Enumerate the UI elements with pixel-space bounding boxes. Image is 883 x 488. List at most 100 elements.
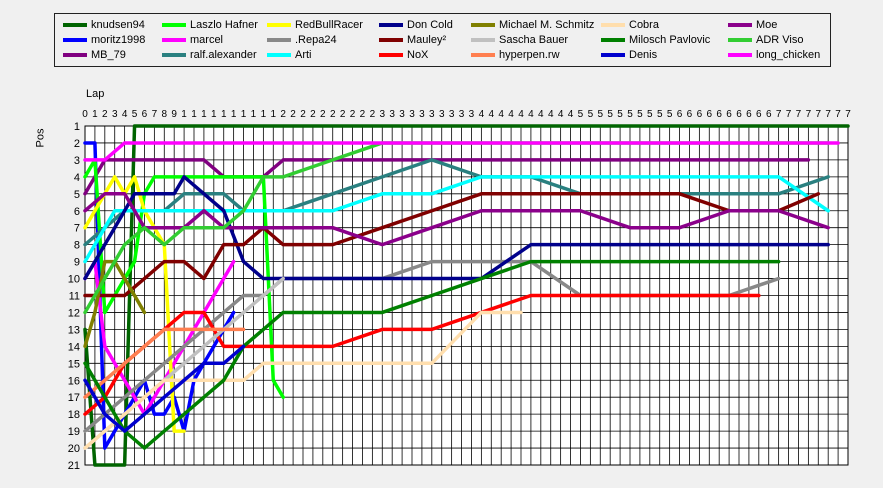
y-tick-label: 6	[74, 206, 80, 218]
x-tick-label: 4	[498, 109, 504, 120]
legend-label: Cobra	[629, 19, 659, 31]
x-tick-label: 6	[716, 109, 722, 120]
legend-label: MB_79	[91, 49, 126, 61]
x-tick-label: 2	[360, 109, 366, 120]
x-tick-label: 6	[142, 109, 148, 120]
y-tick-label: 5	[74, 189, 80, 201]
legend-label: Denis	[629, 49, 658, 61]
x-tick-label: 6	[746, 109, 752, 120]
y-tick-label: 1	[74, 121, 80, 133]
x-tick-label: 7	[845, 109, 851, 120]
x-tick-label: 6	[756, 109, 762, 120]
legend-label: ADR Viso	[756, 34, 804, 46]
x-tick-label: 5	[647, 109, 653, 120]
x-tick-label: 9	[171, 109, 177, 120]
y-tick-label: 2	[74, 138, 80, 150]
x-tick-label: 6	[677, 109, 683, 120]
legend-label: Michael M. Schmitz	[499, 19, 595, 31]
y-tick-label: 3	[74, 155, 80, 167]
y-tick-label: 9	[74, 257, 80, 269]
series-line-hyperpen-rw	[83, 327, 246, 399]
x-tick-label: 1	[251, 109, 257, 120]
y-tick-label: 20	[68, 443, 80, 455]
legend-swatch	[379, 53, 403, 57]
x-tick-label: 5	[578, 109, 584, 120]
x-tick-label: 6	[766, 109, 772, 120]
legend-label: Sascha Bauer	[499, 34, 569, 46]
legend-label: Milosch Pavlovic	[629, 34, 711, 46]
x-tick-label: 5	[657, 109, 663, 120]
legend-swatch	[162, 38, 186, 42]
series-line-moe	[83, 192, 830, 247]
x-tick-label: 5	[588, 109, 594, 120]
x-tick-label: 5	[667, 109, 673, 120]
x-tick-label: 4	[122, 109, 128, 120]
legend-label: moritz1998	[91, 34, 146, 46]
legend-label: knudsen94	[91, 19, 145, 31]
x-tick-label: 7	[825, 109, 831, 120]
x-tick-label: 2	[300, 109, 306, 120]
series-line-redbullracer	[83, 175, 186, 433]
legend-label: NoX	[407, 49, 429, 61]
series-line-denis	[83, 344, 246, 433]
x-tick-label: 2	[310, 109, 316, 120]
legend-swatch	[471, 53, 495, 57]
x-tick-label: 7	[835, 109, 841, 120]
x-tick-label: 3	[112, 109, 118, 120]
series-line-don-cold	[83, 175, 830, 281]
legend-label: Don Cold	[407, 19, 453, 31]
x-tick-label: 6	[687, 109, 693, 120]
legend-swatch	[267, 38, 291, 42]
series-line-knudsen94	[83, 124, 850, 467]
x-tick-label: 4	[508, 109, 514, 120]
y-tick-label: 11	[69, 291, 80, 303]
x-tick-label: 4	[528, 109, 534, 120]
legend-label: long_chicken	[756, 49, 821, 61]
x-tick-label: 3	[409, 109, 415, 120]
x-tick-label: 1	[221, 109, 227, 120]
x-tick-label: 3	[429, 109, 435, 120]
x-tick-label: 5	[627, 109, 633, 120]
y-tick-label: 19	[68, 426, 80, 438]
x-tick-label: 2	[350, 109, 356, 120]
legend-swatch	[63, 23, 87, 27]
x-tick-label: 7	[152, 109, 158, 120]
series-line-cobra	[83, 310, 523, 450]
y-tick-label: 12	[68, 307, 80, 319]
y-tick-label: 8	[74, 240, 80, 252]
legend-swatch	[728, 38, 752, 42]
legend-swatch	[728, 53, 752, 57]
x-tick-label: 7	[786, 109, 792, 120]
x-tick-label: 3	[399, 109, 405, 120]
x-tick-label: 5	[607, 109, 613, 120]
x-tick-label: 4	[488, 109, 494, 120]
x-tick-label: 6	[697, 109, 703, 120]
legend-swatch	[471, 23, 495, 27]
legend-label: ralf.alexander	[190, 49, 257, 61]
x-tick-label: 1	[261, 109, 267, 120]
x-tick-label: 7	[806, 109, 812, 120]
x-tick-label: 2	[330, 109, 336, 120]
x-tick-label: 7	[796, 109, 802, 120]
x-tick-label: 5	[597, 109, 603, 120]
legend-label: marcel	[190, 34, 224, 46]
x-tick-label: 7	[815, 109, 821, 120]
legend-swatch	[63, 38, 87, 42]
legend-swatch	[379, 23, 403, 27]
x-tick-label: 5	[617, 109, 623, 120]
x-axis-title: Lap	[86, 88, 105, 100]
legend-swatch	[267, 23, 291, 27]
legend-label: hyperpen.rw	[499, 49, 560, 61]
y-tick-label: 15	[68, 358, 80, 370]
legend-label: RedBullRacer	[295, 19, 363, 31]
x-tick-label: 3	[469, 109, 475, 120]
y-tick-label: 10	[68, 274, 80, 286]
legend-swatch	[601, 38, 625, 42]
x-tick-label: 5	[132, 109, 138, 120]
legend-swatch	[601, 53, 625, 57]
legend: knudsen94 moritz1998 MB_79 Laszlo Hafner mar…	[54, 13, 831, 67]
x-tick-label: 1	[191, 109, 197, 120]
x-tick-label: 4	[518, 109, 524, 120]
x-tick-label: 2	[320, 109, 326, 120]
